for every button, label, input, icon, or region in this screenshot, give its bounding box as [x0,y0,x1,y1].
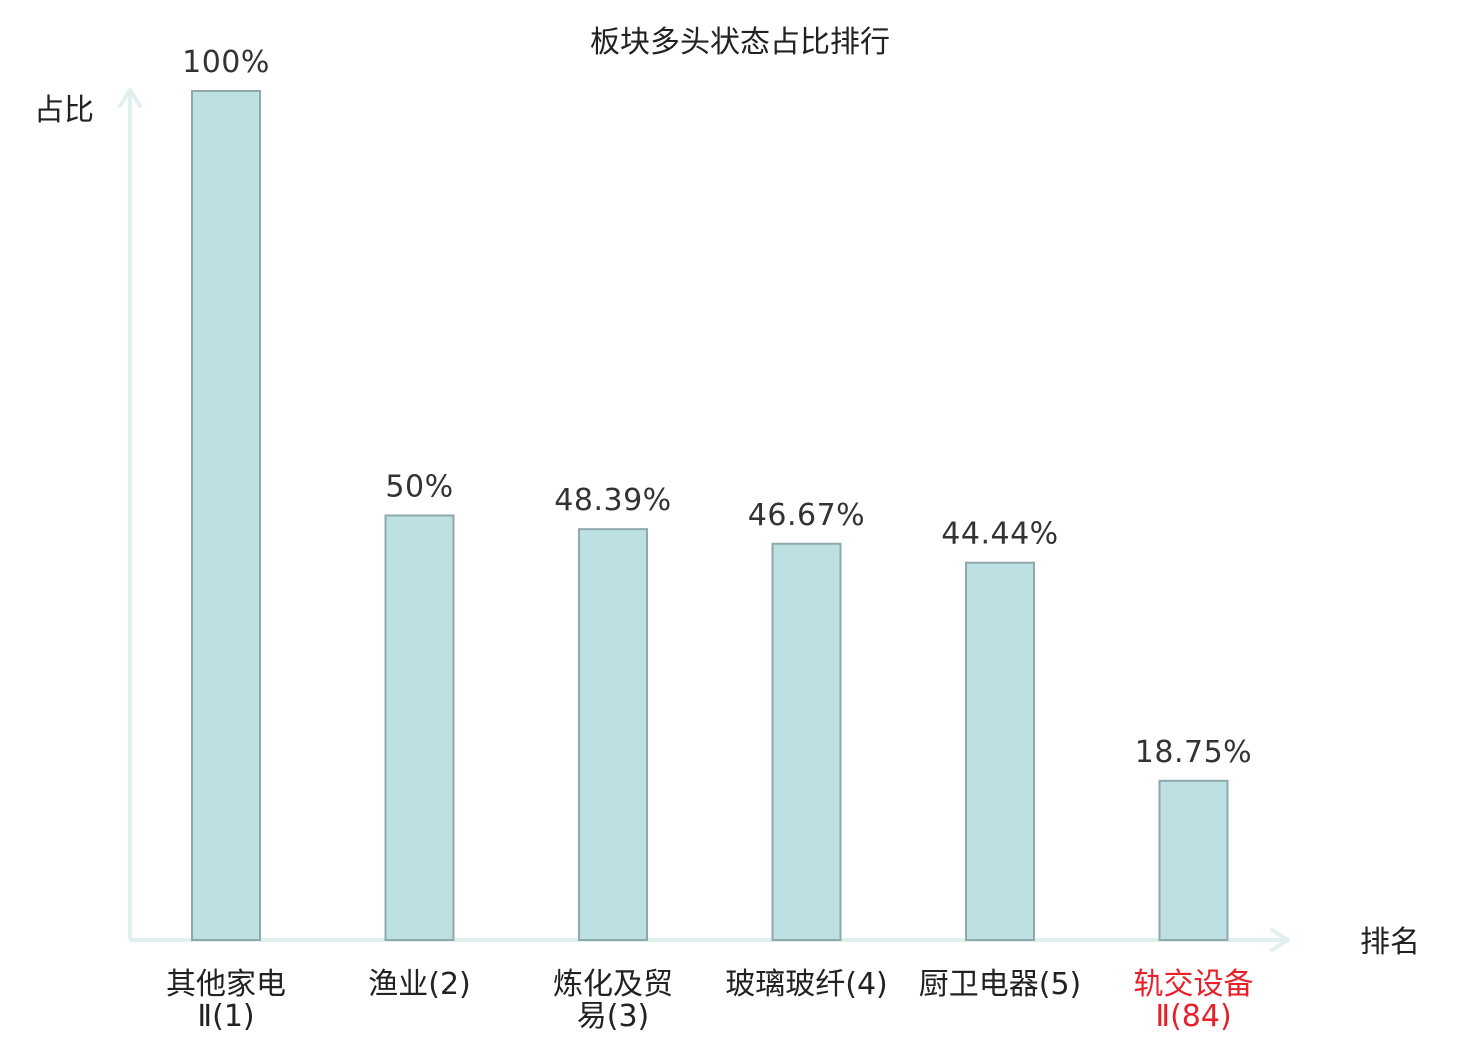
value-labels-group: 100% 50% 48.39% 46.67% 44.44% 18.75% [182,45,1252,770]
category-label-3-line-1: 炼化及贸 [553,967,673,1002]
y-axis [118,88,142,940]
bar-1 [191,90,261,941]
value-label-2: 50% [385,470,453,505]
category-label-6-line-2: Ⅱ(84) [1155,999,1231,1034]
bar-6 [1158,779,1229,941]
value-label-5: 44.44% [941,517,1058,552]
bar-3 [578,528,648,941]
value-label-6: 18.75% [1135,735,1252,770]
category-label-2: 渔业(2) [368,967,471,1002]
category-label-5: 厨卫电器(5) [919,967,1082,1002]
chart-title: 板块多头状态占比排行 [590,25,890,60]
value-label-3: 48.39% [554,483,671,518]
category-label-1-line-1: 其他家电 [166,967,286,1002]
category-label-4: 玻璃玻纤(4) [725,967,888,1002]
y-axis-label: 占比 [34,93,94,128]
value-label-4: 46.67% [748,498,865,533]
category-label-6-line-1: 轨交设备 [1134,967,1254,1002]
x-axis-label: 排名 [1360,925,1420,960]
category-label-3-line-2: 易(3) [577,999,650,1034]
value-label-1: 100% [182,45,270,80]
bars-group [191,90,1229,942]
bar-4 [771,542,842,942]
bar-5 [965,561,1035,941]
bar-2 [384,514,455,941]
x-axis [130,928,1290,952]
category-label-1-line-2: Ⅱ(1) [197,999,254,1034]
